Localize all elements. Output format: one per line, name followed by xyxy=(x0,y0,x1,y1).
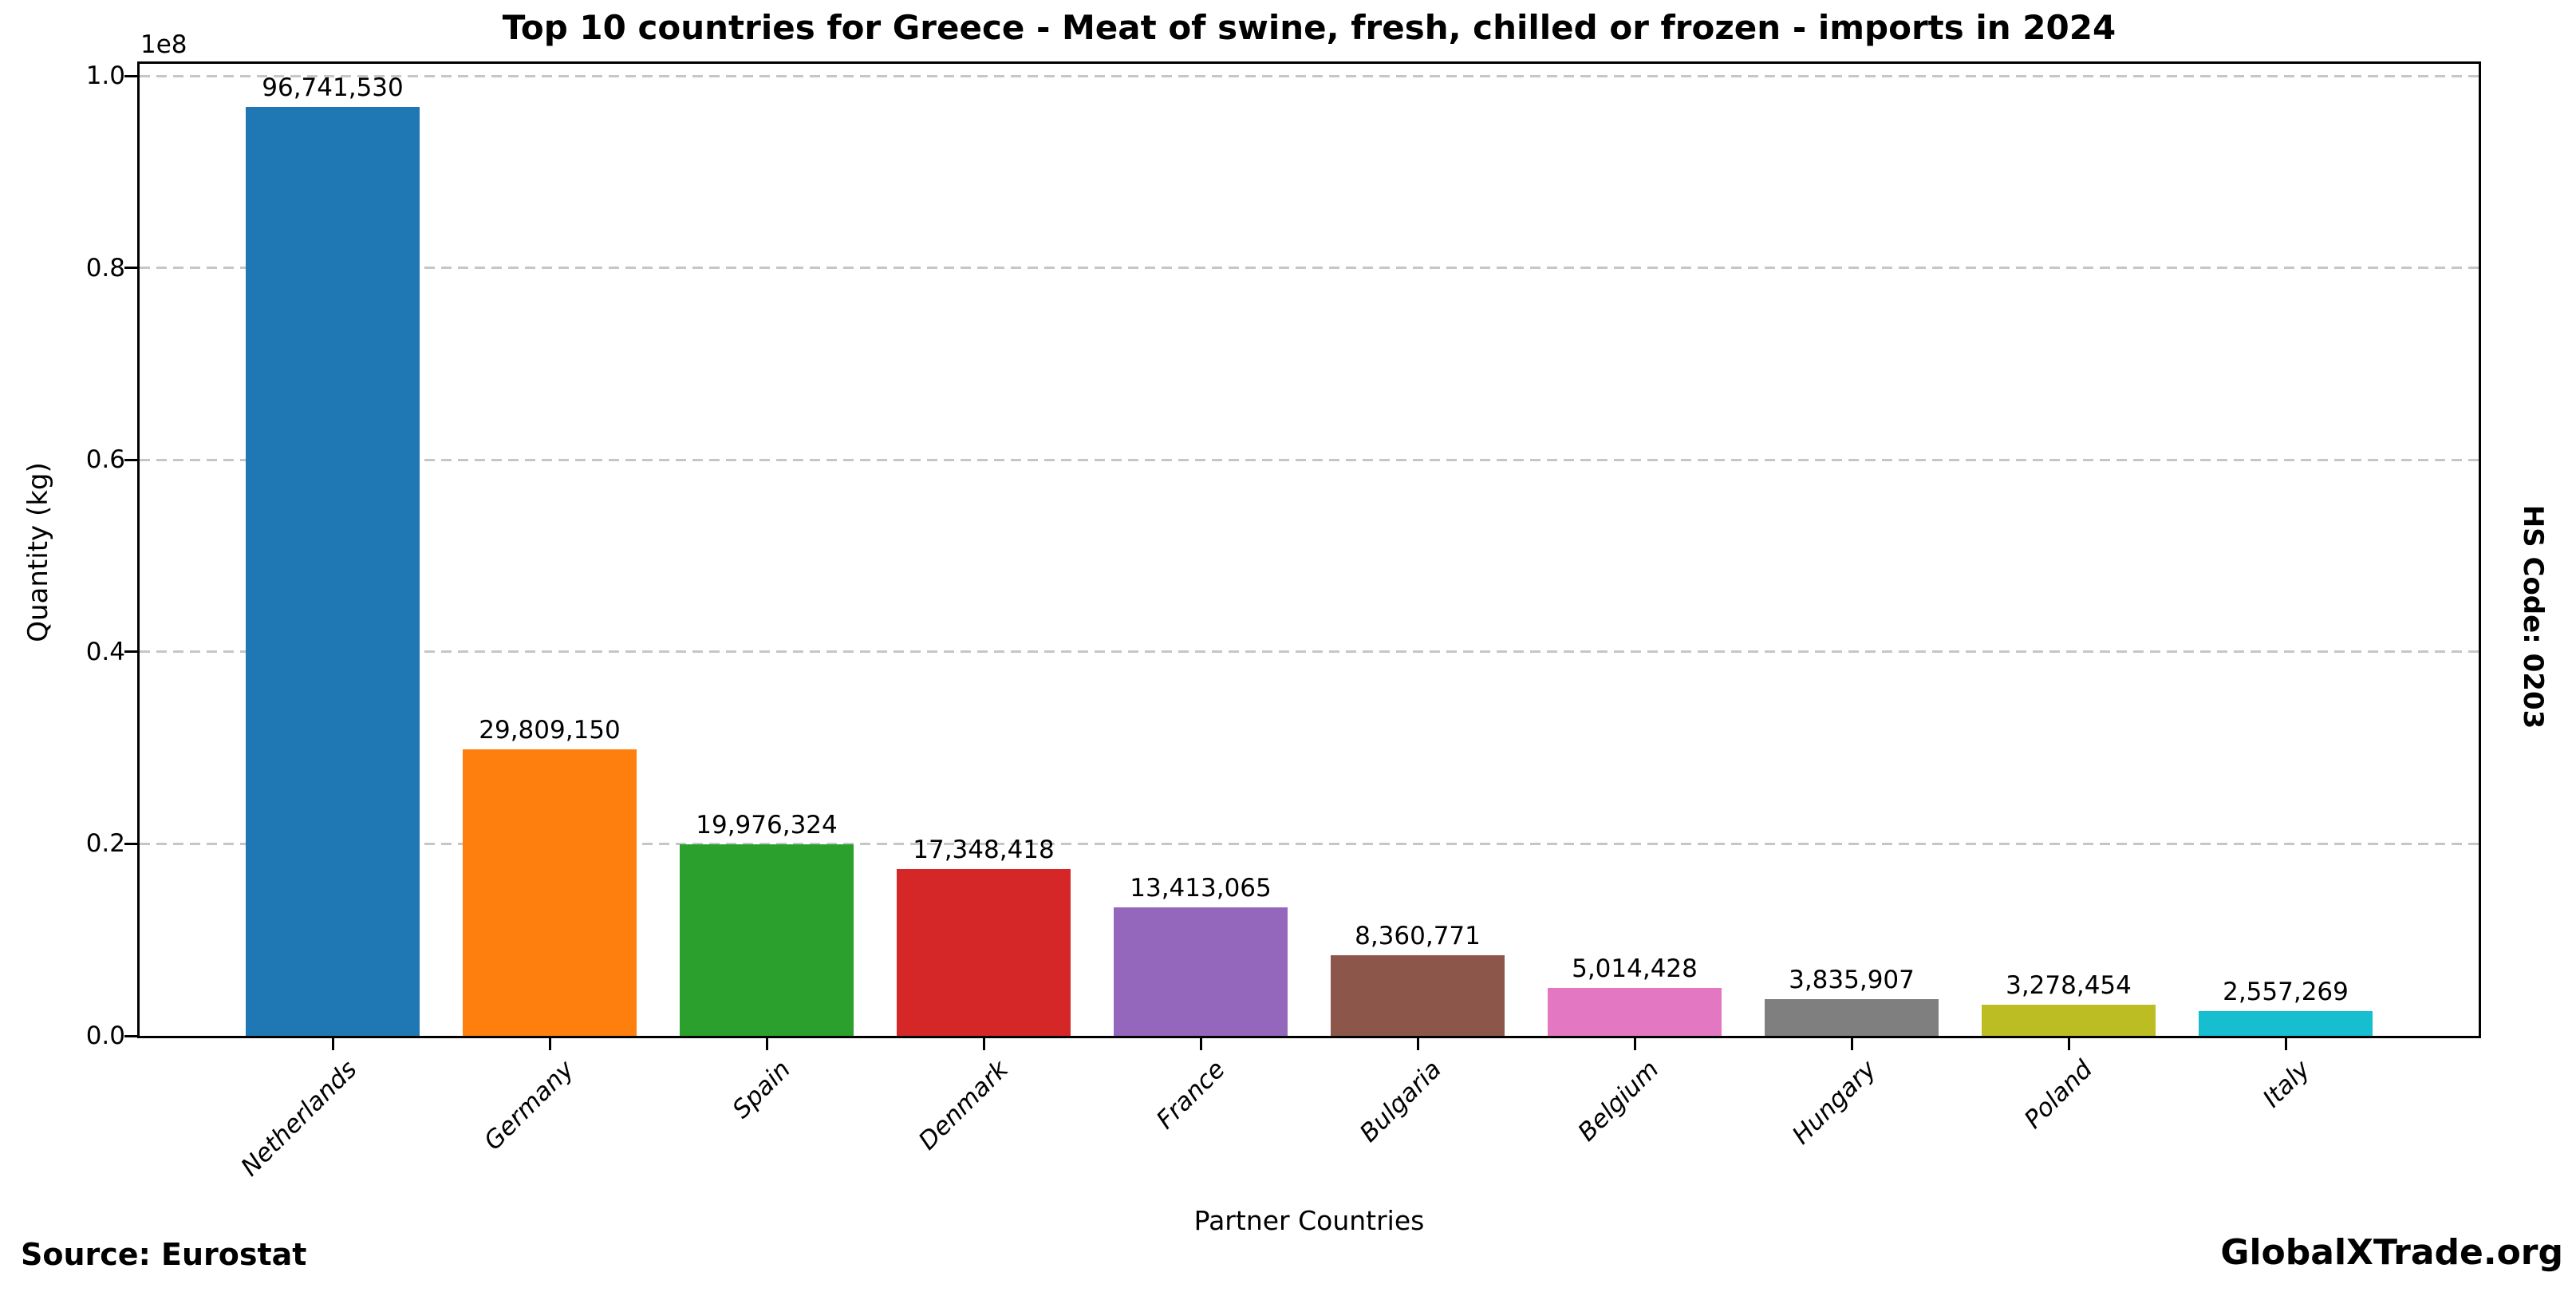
bar-slot-poland: 3,278,454 xyxy=(1960,64,2177,1036)
bar-italy xyxy=(2199,1011,2373,1036)
x-tick-mark-poland xyxy=(2067,1038,2070,1050)
bar-slot-italy: 2,557,269 xyxy=(2177,64,2394,1036)
bar-slot-netherlands: 96,741,530 xyxy=(224,64,441,1036)
bar-value-label-netherlands: 96,741,530 xyxy=(262,73,404,103)
bar-value-label-france: 13,413,065 xyxy=(1130,873,1272,903)
y-axis-offset-label: 1e8 xyxy=(140,30,187,59)
bar-belgium xyxy=(1548,987,1722,1036)
x-tick-mark-belgium xyxy=(1633,1038,1636,1050)
x-axis-title: Partner Countries xyxy=(1193,1205,1425,1236)
bar-hungary xyxy=(1765,998,1939,1036)
y-tick-mark-0.6 xyxy=(124,458,137,461)
bar-netherlands xyxy=(246,107,420,1036)
x-tick-mark-netherlands xyxy=(331,1038,334,1050)
y-tick-label-0.8: 0.8 xyxy=(85,253,125,283)
bar-spain xyxy=(680,844,854,1036)
x-tick-label-italy: Italy xyxy=(2257,1055,2316,1114)
x-tick-mark-denmark xyxy=(982,1038,985,1050)
x-tick-label-france: France xyxy=(1150,1055,1231,1135)
bar-slot-belgium: 5,014,428 xyxy=(1526,64,1743,1036)
bar-slot-denmark: 17,348,418 xyxy=(875,64,1092,1036)
y-tick-label-0.4: 0.4 xyxy=(85,637,125,666)
bar-slot-hungary: 3,835,907 xyxy=(1743,64,1960,1036)
y-tick-mark-0.8 xyxy=(124,267,137,270)
y-tick-mark-0.4 xyxy=(124,650,137,654)
y-tick-label-0.6: 0.6 xyxy=(85,445,125,475)
x-tick-label-spain: Spain xyxy=(727,1055,797,1124)
bar-slot-france: 13,413,065 xyxy=(1092,64,1309,1036)
y-tick-label-0.0: 0.0 xyxy=(85,1021,125,1050)
x-tick-mark-spain xyxy=(765,1038,768,1050)
x-tick-mark-france xyxy=(1199,1038,1202,1050)
y-tick-label-1.0: 1.0 xyxy=(85,61,125,91)
x-tick-mark-germany xyxy=(548,1038,551,1050)
bar-bulgaria xyxy=(1331,955,1505,1036)
x-tick-label-belgium: Belgium xyxy=(1572,1055,1665,1148)
bar-france xyxy=(1114,907,1288,1036)
y-tick-mark-0.0 xyxy=(124,1034,137,1037)
gridline-0.6 xyxy=(140,458,2479,461)
source-attribution: Source: Eurostat xyxy=(21,1237,307,1272)
bar-value-label-bulgaria: 8,360,771 xyxy=(1355,922,1481,951)
hs-code-label: HS Code: 0203 xyxy=(2517,504,2549,729)
bar-value-label-italy: 2,557,269 xyxy=(2223,978,2349,1007)
bar-slot-germany: 29,809,150 xyxy=(441,64,658,1036)
x-tick-label-denmark: Denmark xyxy=(913,1055,1014,1156)
y-tick-mark-0.2 xyxy=(124,842,137,845)
bar-slot-spain: 19,976,324 xyxy=(658,64,875,1036)
x-tick-label-poland: Poland xyxy=(2019,1055,2099,1135)
gridline-0.4 xyxy=(140,650,2479,654)
x-tick-mark-hungary xyxy=(1850,1038,1853,1050)
bar-germany xyxy=(463,749,637,1036)
bar-value-label-poland: 3,278,454 xyxy=(2006,970,2132,1000)
plot-area: 96,741,530 29,809,150 19,976,324 17,348,418… xyxy=(137,61,2481,1038)
bar-value-label-denmark: 17,348,418 xyxy=(913,836,1055,865)
x-tick-label-bulgaria: Bulgaria xyxy=(1355,1055,1448,1148)
y-tick-mark-1.0 xyxy=(124,74,137,77)
bar-value-label-belgium: 5,014,428 xyxy=(1572,954,1698,983)
gridline-0.2 xyxy=(140,842,2479,845)
x-tick-label-hungary: Hungary xyxy=(1786,1055,1882,1151)
bar-poland xyxy=(1982,1004,2156,1036)
chart-title: Top 10 countries for Greece - Meat of sw… xyxy=(502,8,2116,47)
x-tick-label-germany: Germany xyxy=(478,1055,580,1156)
bars-row: 96,741,530 29,809,150 19,976,324 17,348,418… xyxy=(224,64,2394,1036)
x-tick-mark-italy xyxy=(2284,1038,2287,1050)
brand-watermark: GlobalXTrade.org xyxy=(2220,1232,2563,1273)
bar-value-label-germany: 29,809,150 xyxy=(479,716,621,745)
gridline-1.0 xyxy=(140,74,2479,77)
y-tick-label-0.2: 0.2 xyxy=(85,829,125,859)
x-tick-label-netherlands: Netherlands xyxy=(235,1055,363,1183)
bar-slot-bulgaria: 8,360,771 xyxy=(1309,64,1526,1036)
x-tick-mark-bulgaria xyxy=(1416,1038,1419,1050)
gridline-0.8 xyxy=(140,267,2479,270)
bar-denmark xyxy=(897,869,1071,1036)
bar-value-label-spain: 19,976,324 xyxy=(696,810,838,840)
bar-value-label-hungary: 3,835,907 xyxy=(1789,965,1915,994)
